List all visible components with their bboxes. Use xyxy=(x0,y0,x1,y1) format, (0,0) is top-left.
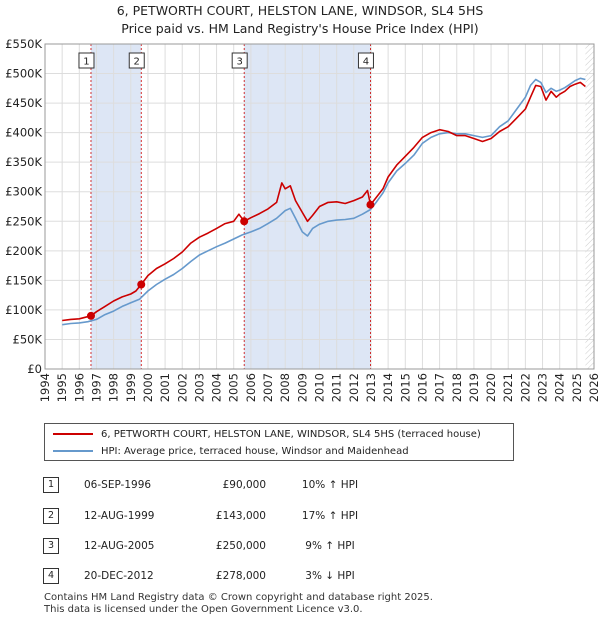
x-tick-label: 1994 xyxy=(38,373,52,402)
transaction-price: £90,000 xyxy=(222,479,266,491)
y-tick-label: £0 xyxy=(27,362,42,376)
shaded-period xyxy=(244,44,371,369)
legend-label-hpi: HPI: Average price, terraced house, Wind… xyxy=(101,445,409,457)
x-tick-label: 2021 xyxy=(501,373,515,402)
x-tick-label: 1999 xyxy=(124,373,138,402)
x-tick-label: 2026 xyxy=(587,373,600,402)
x-tick-label: 2010 xyxy=(313,373,327,402)
x-tick-label: 2023 xyxy=(536,373,550,402)
x-tick-label: 1995 xyxy=(55,373,69,402)
sale-point xyxy=(137,280,146,289)
legend-item-hpi: HPI: Average price, terraced house, Wind… xyxy=(53,444,409,458)
transaction-price: £278,000 xyxy=(215,570,266,582)
y-tick-label: £500K xyxy=(5,67,42,81)
property-price-line xyxy=(62,81,586,322)
sale-label: 3 xyxy=(236,57,242,68)
x-tick-label: 2004 xyxy=(210,373,224,402)
y-tick-label: £550K xyxy=(5,37,42,51)
x-tick-label: 2015 xyxy=(398,373,412,402)
hpi-line xyxy=(62,77,586,326)
x-tick-label: 2014 xyxy=(381,373,395,402)
x-tick-label: 2025 xyxy=(570,373,584,402)
x-tick-label: 2012 xyxy=(347,373,361,402)
x-tick-label: 2020 xyxy=(484,373,498,402)
y-tick-label: £50K xyxy=(13,332,43,346)
x-tick-label: 2011 xyxy=(330,373,344,402)
y-tick-label: £450K xyxy=(5,96,42,110)
x-tick-label: 2013 xyxy=(364,373,378,402)
sale-label-box xyxy=(128,52,145,69)
sale-label: 1 xyxy=(83,57,89,68)
x-tick-label: 2022 xyxy=(518,373,532,402)
sale-label-box xyxy=(357,52,374,69)
sale-point xyxy=(366,200,375,209)
sale-label: 4 xyxy=(363,57,369,68)
transaction-date: 20-DEC-2012 xyxy=(84,570,154,582)
chart-title: 6, PETWORTH COURT, HELSTON LANE, WINDSOR… xyxy=(116,3,484,18)
transaction-hpi: 3% ↓ HPI xyxy=(305,570,355,582)
x-tick-label: 2018 xyxy=(450,373,464,402)
transaction-hpi: 9% ↑ HPI xyxy=(305,540,355,552)
x-tick-label: 2001 xyxy=(158,373,172,402)
transaction-price: £250,000 xyxy=(215,540,266,552)
x-tick-label: 2009 xyxy=(295,373,309,402)
x-tick-label: 2007 xyxy=(261,373,275,402)
transaction-date: 12-AUG-1999 xyxy=(84,510,155,522)
x-tick-label: 2003 xyxy=(192,373,206,402)
plot-frame xyxy=(44,43,595,370)
sale-label-box xyxy=(78,52,95,69)
footer-copyright: Contains HM Land Registry data © Crown c… xyxy=(44,592,433,603)
footer-licence: This data is licensed under the Open Gov… xyxy=(44,604,363,615)
price-chart: 1 2 3 4 £0 £50K £100K £150K £200K £250K £300K £350K… xyxy=(5,37,600,402)
y-tick-label: £150K xyxy=(5,273,42,287)
x-tick-label: 2008 xyxy=(278,373,292,402)
transaction-price: £143,000 xyxy=(215,510,266,522)
y-tick-label: £400K xyxy=(5,126,42,140)
transaction-number: 2 xyxy=(43,508,59,524)
x-tick-label: 2017 xyxy=(433,373,447,402)
transaction-number: 1 xyxy=(43,477,59,493)
sale-point xyxy=(240,217,249,226)
shaded-period xyxy=(90,44,142,369)
legend-item-property: 6, PETWORTH COURT, HELSTON LANE, WINDSOR… xyxy=(53,427,481,441)
legend-swatch-hpi xyxy=(53,450,93,452)
legend-swatch-property xyxy=(53,433,93,435)
y-tick-label: £350K xyxy=(5,155,42,169)
transaction-number: 3 xyxy=(43,538,59,554)
sale-point xyxy=(86,311,95,320)
sale-label: 2 xyxy=(134,57,140,68)
x-tick-label: 2000 xyxy=(141,373,155,402)
transaction-number: 4 xyxy=(43,568,59,584)
sale-label-box xyxy=(231,52,248,69)
transaction-date: 12-AUG-2005 xyxy=(84,540,155,552)
y-tick-label: £250K xyxy=(5,214,42,228)
chart-subtitle: Price paid vs. HM Land Registry's House … xyxy=(121,21,479,36)
x-tick-label: 1997 xyxy=(89,373,103,402)
x-tick-label: 2024 xyxy=(553,373,567,402)
transaction-hpi: 10% ↑ HPI xyxy=(301,479,359,491)
transaction-hpi: 17% ↑ HPI xyxy=(301,510,359,522)
y-tick-label: £300K xyxy=(5,185,42,199)
transaction-date: 06-SEP-1996 xyxy=(84,479,152,491)
y-tick-label: £100K xyxy=(5,303,42,317)
x-tick-label: 2006 xyxy=(244,373,258,402)
x-tick-label: 1998 xyxy=(107,373,121,402)
y-tick-label: £200K xyxy=(5,244,42,258)
x-tick-label: 2019 xyxy=(467,373,481,402)
projection-hatch xyxy=(585,44,594,369)
x-tick-label: 1996 xyxy=(72,373,86,402)
x-tick-label: 2016 xyxy=(415,373,429,402)
legend-label-property: 6, PETWORTH COURT, HELSTON LANE, WINDSOR… xyxy=(101,428,481,440)
x-tick-label: 2002 xyxy=(175,373,189,402)
legend: 6, PETWORTH COURT, HELSTON LANE, WINDSOR… xyxy=(44,423,514,461)
x-tick-label: 2005 xyxy=(227,373,241,402)
